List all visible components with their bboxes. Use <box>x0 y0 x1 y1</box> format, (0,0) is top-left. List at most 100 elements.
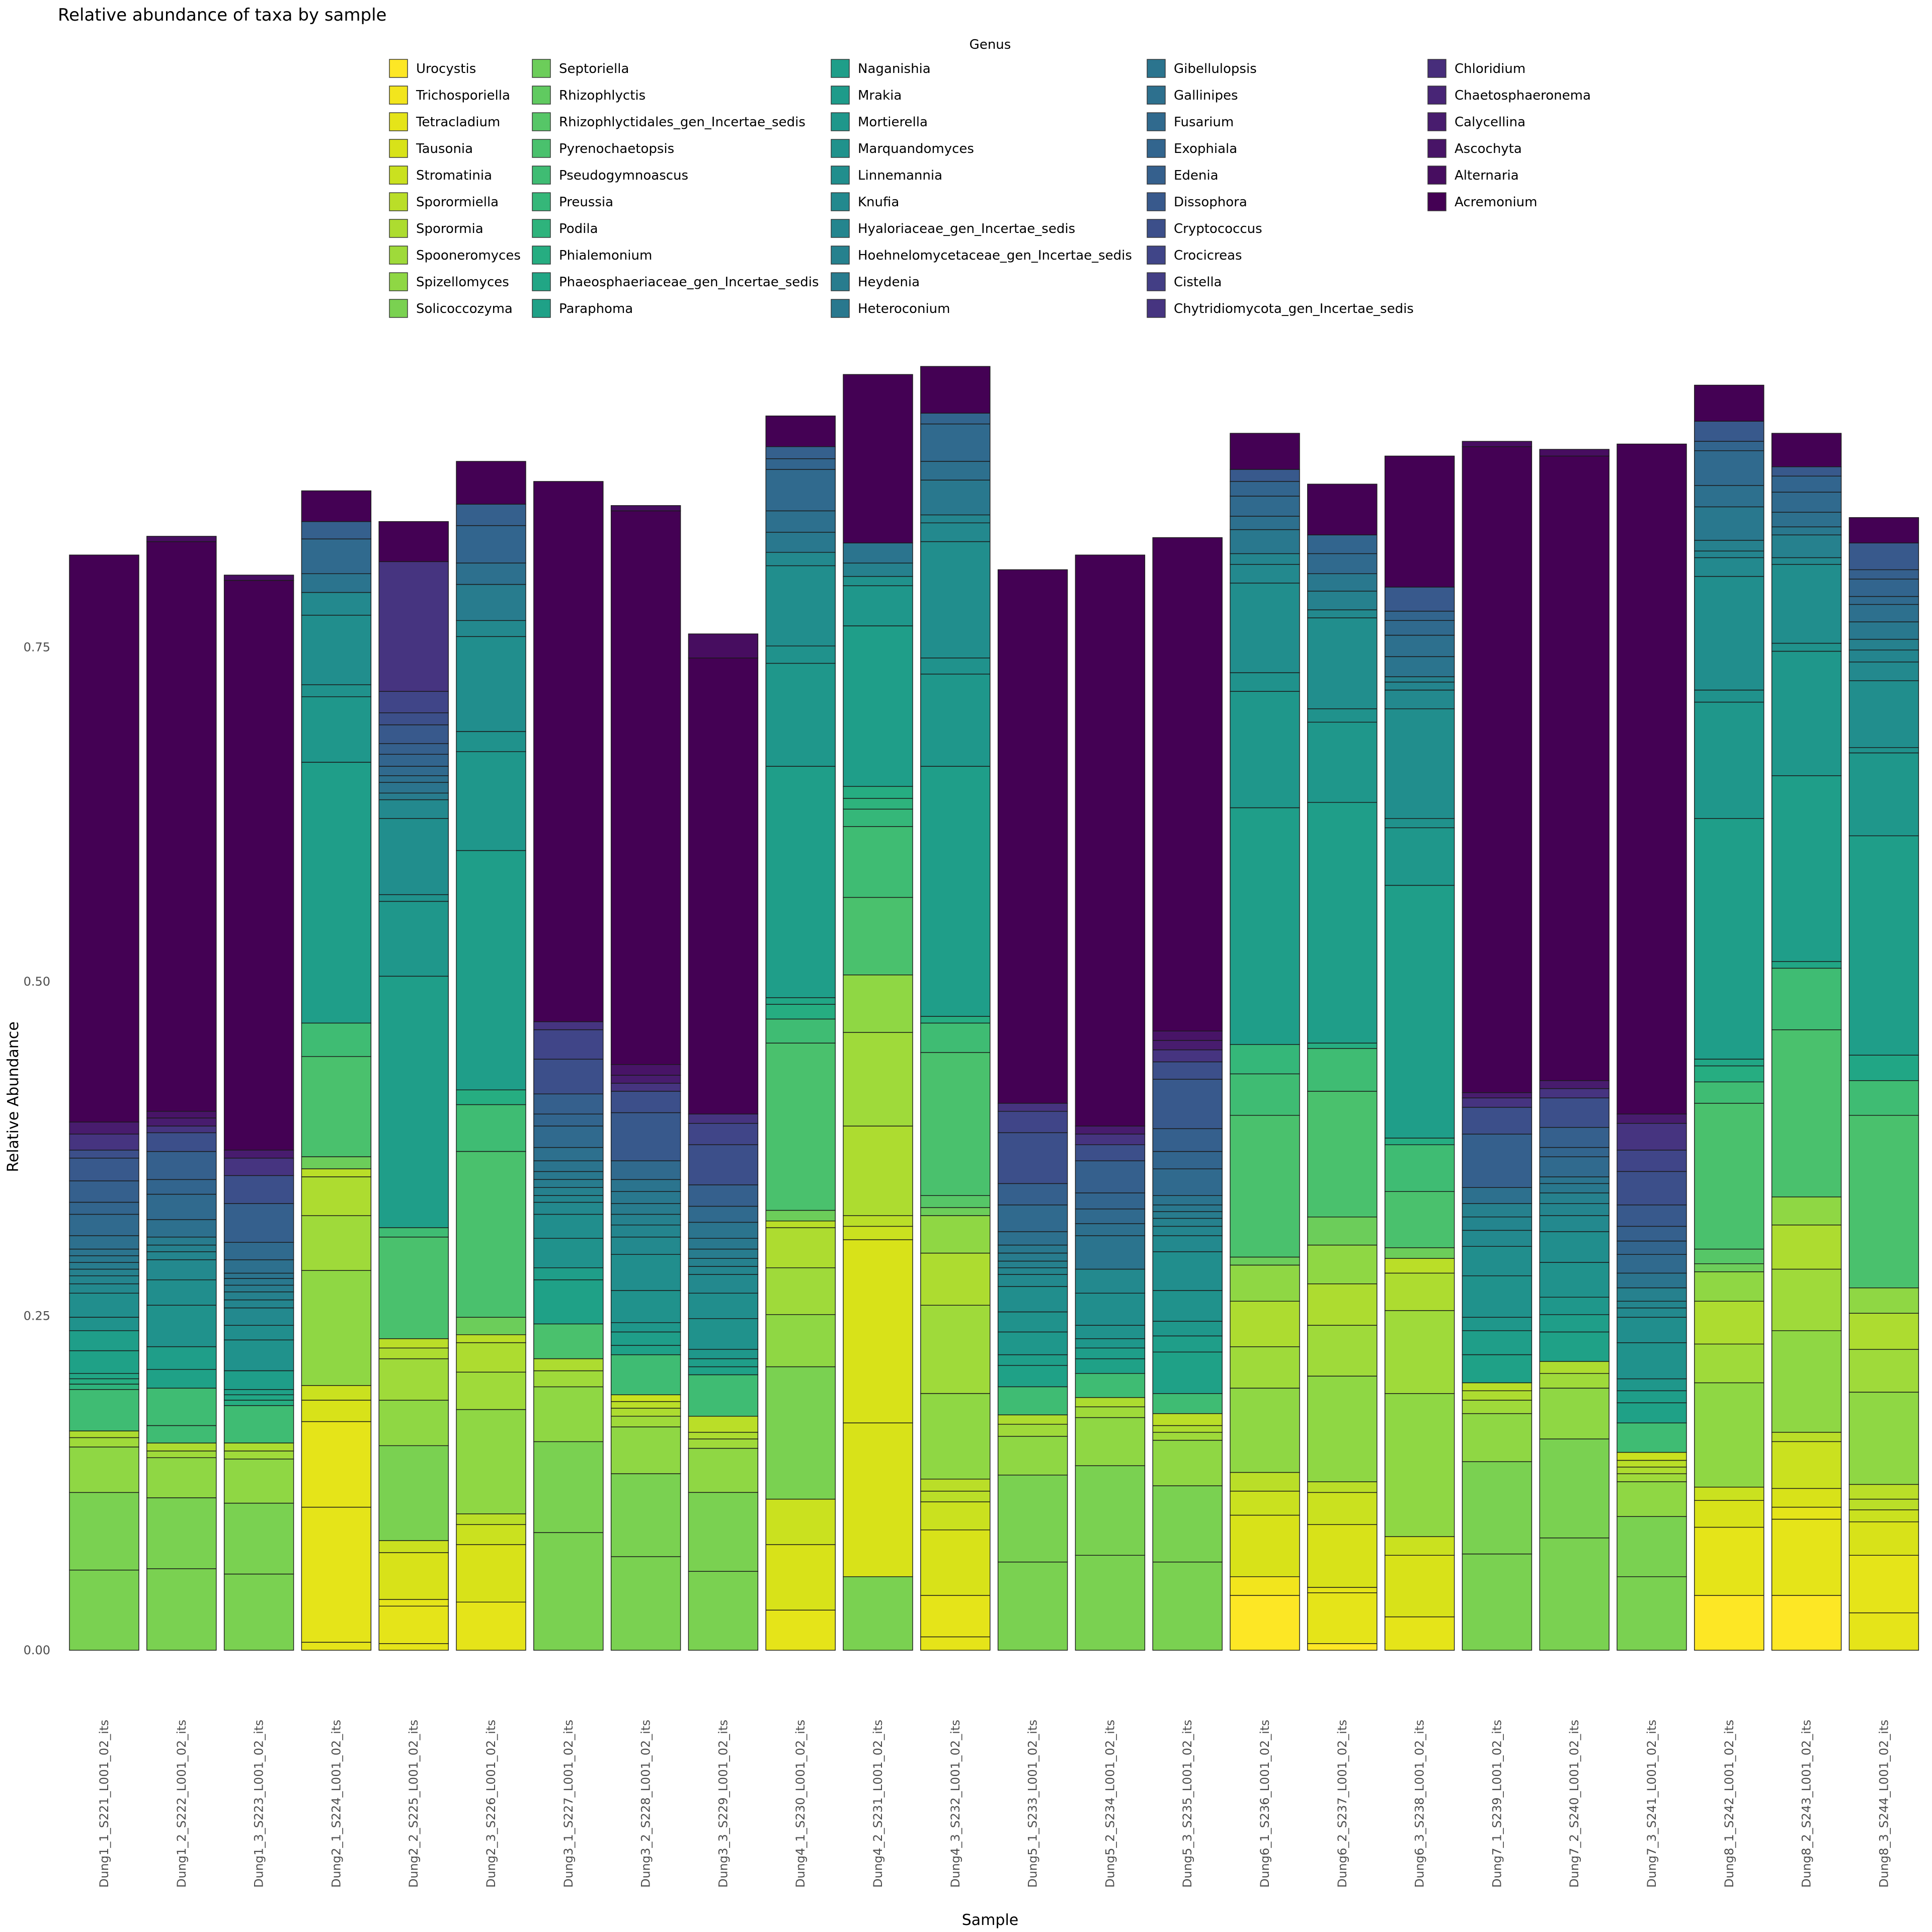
bar-stack <box>1152 537 1223 1651</box>
bar-segment <box>997 1561 1068 1651</box>
bar-segment <box>1771 1441 1842 1489</box>
bar-segment <box>1617 1473 1687 1482</box>
legend-label: Tetracladium <box>416 115 500 130</box>
bar-segment <box>1075 1160 1146 1193</box>
legend-label: Pseudogymnoascus <box>559 168 688 183</box>
bar-segment <box>1075 1192 1146 1210</box>
bar-segment <box>69 1235 139 1250</box>
bar-segment <box>1075 1555 1146 1651</box>
bar-segment <box>1384 1393 1455 1537</box>
bar-segment <box>688 1122 759 1145</box>
bar-segment <box>378 766 449 776</box>
bar-segment <box>1848 517 1919 543</box>
bar-segment <box>456 1513 526 1525</box>
bar-segment <box>533 1179 604 1188</box>
bar-segment <box>146 1369 217 1389</box>
bar-segment <box>688 1184 759 1207</box>
bar-segment <box>69 1121 139 1135</box>
bar-stack <box>146 536 217 1651</box>
bar-segment <box>843 576 913 586</box>
bar-segment <box>920 1479 991 1492</box>
bar-segment <box>1462 1097 1533 1108</box>
bar-segment <box>1230 807 1300 1045</box>
bar-segment <box>1152 1425 1223 1433</box>
bar-segment <box>378 691 449 713</box>
bar-segment <box>688 1248 759 1259</box>
bar-segment <box>1307 609 1378 618</box>
bar-segment <box>1384 1144 1455 1192</box>
bar-segment <box>1617 1204 1687 1227</box>
bar-segment <box>1848 596 1919 605</box>
bar-segment <box>765 469 836 512</box>
x-tick-label: Dung4_1_S230_L001_02_its <box>793 1720 808 1888</box>
bar-segment <box>765 1609 836 1651</box>
legend-label: Hyaloriaceae_gen_Incertae_sedis <box>858 221 1075 236</box>
bar-segment <box>146 1117 217 1126</box>
bar-segment <box>1230 583 1300 673</box>
bar-segment <box>223 1451 294 1460</box>
bar-segment <box>1075 1347 1146 1359</box>
bar-segment <box>69 1330 139 1351</box>
bar-segment <box>146 1346 217 1370</box>
x-tick-label: Dung5_2_S234_L001_02_its <box>1103 1720 1117 1888</box>
bar-segment <box>765 663 836 767</box>
legend-label: Cistella <box>1174 275 1222 290</box>
bar-segment <box>1152 1040 1223 1051</box>
bar-segment <box>920 541 991 659</box>
legend-key <box>1147 86 1166 105</box>
bar-segment <box>610 1075 681 1084</box>
bar-segment <box>1462 1400 1533 1414</box>
bar-segment <box>1462 1354 1533 1384</box>
bar-segment <box>765 458 836 470</box>
bar-segment <box>1384 656 1455 677</box>
bar-segment <box>1617 1226 1687 1242</box>
bar-segment <box>456 461 526 505</box>
bar-segment <box>843 798 913 810</box>
bar-segment <box>1694 1271 1764 1302</box>
bar-segment <box>378 894 449 902</box>
bar-segment <box>843 1032 913 1126</box>
bar-segment <box>456 1342 526 1373</box>
x-tick-label: Dung7_3_S241_L001_02_its <box>1645 1720 1659 1888</box>
bar-segment <box>1848 1555 1919 1614</box>
bar-segment <box>765 510 836 533</box>
bar-segment <box>843 625 913 787</box>
legend-label: Sporormiella <box>416 195 499 210</box>
bar-segment <box>146 1151 217 1180</box>
bar-segment <box>456 1544 526 1603</box>
bar-segment <box>1462 1553 1533 1651</box>
bar-segment <box>1152 1226 1223 1236</box>
x-tick-label: Dung5_3_S235_L001_02_its <box>1180 1720 1194 1888</box>
bar-segment <box>1771 1268 1842 1331</box>
bar-segment <box>301 538 372 574</box>
bar-segment <box>378 799 449 819</box>
bar-segment <box>1617 1307 1687 1318</box>
bar-segment <box>456 1317 526 1335</box>
bar-segment <box>765 416 836 447</box>
bar-segment <box>1075 1293 1146 1326</box>
bar-segment <box>1384 1310 1455 1394</box>
bar-segment <box>223 1389 294 1395</box>
bar-segment <box>1230 1346 1300 1389</box>
bar-segment <box>146 1179 217 1195</box>
legend-key <box>532 299 551 318</box>
bar-segment <box>378 1445 449 1541</box>
bar-segment <box>223 1299 294 1309</box>
bar-segment <box>1152 1290 1223 1322</box>
bar-segment <box>146 1219 217 1238</box>
bar-segment <box>223 1405 294 1443</box>
bar-segment <box>1307 553 1378 575</box>
bar-segment <box>1230 1044 1300 1075</box>
legend-key <box>389 59 408 78</box>
bar-segment <box>688 1258 759 1267</box>
legend-label: Rhizophlyctis <box>559 88 646 103</box>
bar-segment <box>610 1408 681 1417</box>
bar-segment <box>146 1451 217 1459</box>
bar-segment <box>1848 747 1919 754</box>
bar-segment <box>69 1214 139 1236</box>
bar-segment <box>688 633 759 659</box>
bar-segment <box>997 1103 1068 1112</box>
legend-key <box>1147 112 1166 131</box>
legend-key <box>1147 219 1166 238</box>
bar-segment <box>765 532 836 553</box>
